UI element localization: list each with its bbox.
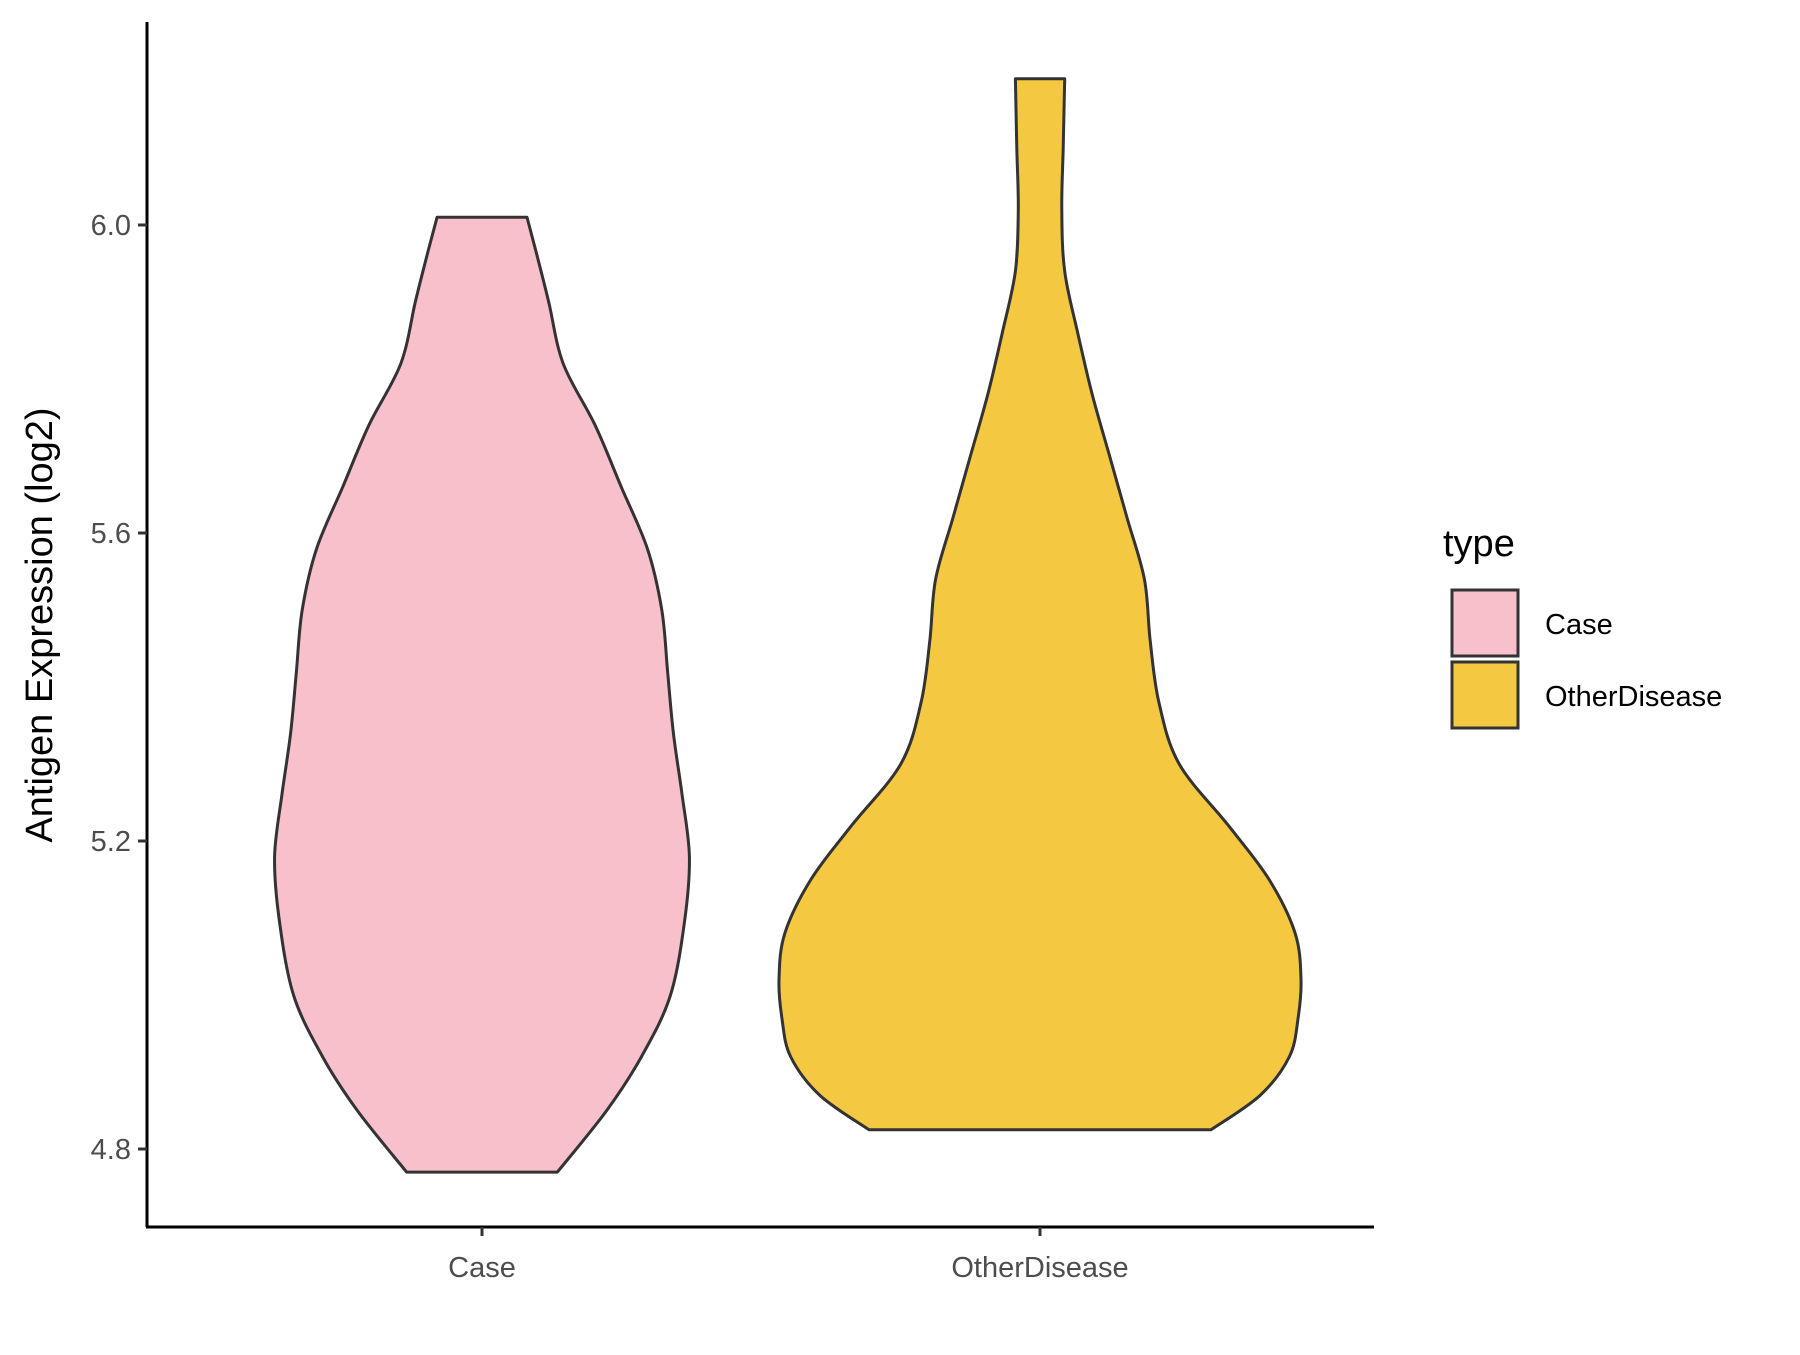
y-tick-label: 4.8 bbox=[91, 1134, 131, 1166]
legend-swatch bbox=[1450, 588, 1520, 658]
legend-swatch bbox=[1450, 660, 1520, 730]
x-tick-label: OtherDisease bbox=[951, 1252, 1128, 1284]
legend-title: type bbox=[1443, 523, 1515, 565]
legend-label: Case bbox=[1545, 609, 1613, 641]
y-tick-label: 6.0 bbox=[91, 210, 131, 242]
legend-label: OtherDisease bbox=[1545, 681, 1722, 713]
x-tick-label: Case bbox=[448, 1252, 516, 1284]
y-tick-label: 5.6 bbox=[91, 518, 131, 550]
legend-entries: Case OtherDisease bbox=[1450, 588, 1722, 730]
violin-layer bbox=[273, 77, 1303, 1174]
legend: type Case OtherDisease bbox=[1443, 523, 1722, 730]
y-tick-label: 5.2 bbox=[91, 826, 131, 858]
violin-case bbox=[273, 215, 691, 1174]
y-axis-title: Antigen Expression (log2) bbox=[19, 407, 61, 842]
violin-otherdisease bbox=[777, 77, 1303, 1132]
x-axis-ticks: Case OtherDisease bbox=[448, 1227, 1129, 1284]
y-axis-ticks: 4.8 5.2 5.6 6.0 bbox=[91, 210, 147, 1166]
